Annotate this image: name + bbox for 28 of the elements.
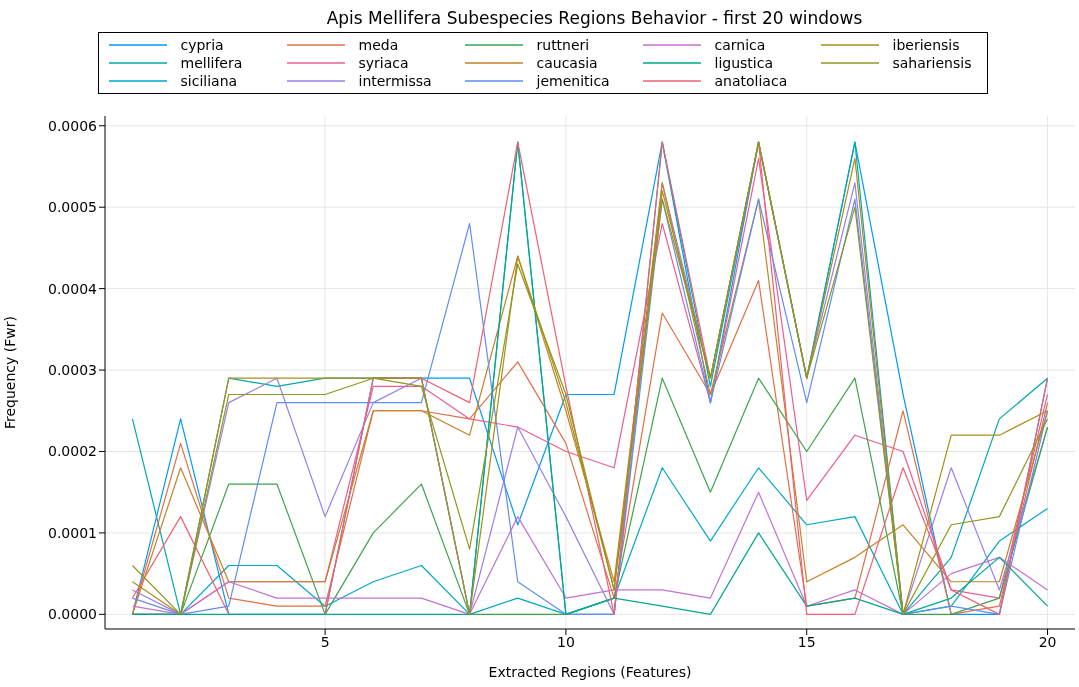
legend-label: caucasia — [536, 55, 598, 71]
x-tick-label: 15 — [797, 633, 816, 650]
x-tick-label: 5 — [320, 633, 330, 650]
legend-label: iberiensis — [892, 37, 960, 53]
legend-label: ruttneri — [536, 37, 590, 53]
y-tick-label: 0.0004 — [48, 280, 98, 297]
y-tick-label: 0.0002 — [48, 443, 97, 460]
y-tick-label: 0.0001 — [48, 524, 97, 541]
y-tick-label: 0.0005 — [48, 199, 97, 216]
y-tick-label: 0.0003 — [48, 362, 97, 379]
legend-label: cypria — [180, 37, 224, 53]
legend-label: mellifera — [180, 55, 243, 71]
legend-label: siciliana — [180, 73, 238, 89]
x-tick-label: 10 — [557, 633, 575, 650]
legend-label: sahariensis — [892, 55, 972, 71]
x-axis-title: Extracted Regions (Features) — [488, 664, 692, 680]
legend-label: anatoliaca — [714, 73, 788, 89]
legend-label: carnica — [714, 37, 766, 53]
legend-label: syriaca — [358, 55, 409, 71]
y-tick-label: 0.0000 — [48, 606, 97, 623]
legend-label: meda — [358, 37, 399, 53]
legend-label: ligustica — [714, 55, 773, 71]
chart-title: Apis Mellifera Subespecies Regions Behavior - first 20 windows — [325, 8, 864, 30]
y-tick-label: 0.0006 — [48, 117, 98, 134]
legend-label: jemenitica — [536, 73, 610, 89]
legend-label: intermissa — [358, 73, 432, 89]
x-tick-label: 20 — [1038, 633, 1057, 650]
y-axis-title: Frequency (Fwr) — [1, 316, 18, 429]
